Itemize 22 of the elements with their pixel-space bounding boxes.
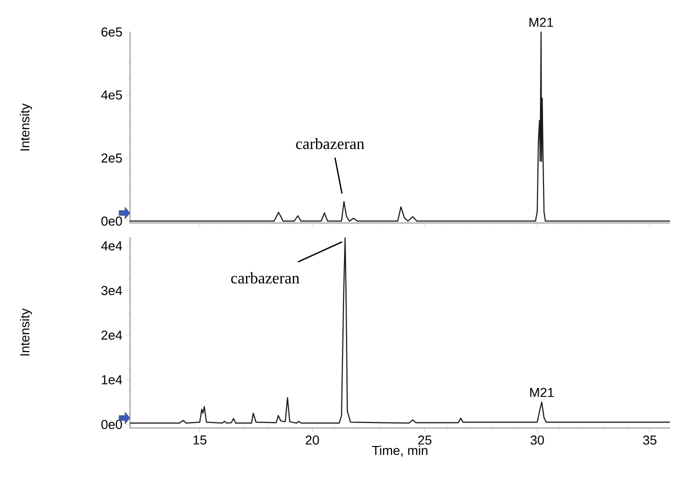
- y-tick-label: 3e4: [101, 286, 122, 296]
- y-axis-title: Intensity: [20, 308, 32, 356]
- y-tick-label: 2e5: [102, 153, 122, 163]
- y-tick-label: 0e0: [101, 216, 122, 226]
- y-tick-label: 2e4: [102, 330, 122, 340]
- y-tick-label: 1e4: [102, 375, 122, 384]
- x-tick-label: 35: [643, 436, 656, 445]
- x-tick-label: 25: [418, 436, 432, 445]
- y-tick-label: 6e5: [102, 27, 122, 37]
- y-tick-label: 0e0: [101, 420, 122, 430]
- annotation: M21: [530, 18, 554, 27]
- x-tick-label: 15: [194, 436, 206, 445]
- annotation: carbazeran: [231, 272, 300, 284]
- annotation: carbazeran: [296, 138, 364, 150]
- y-tick-label: 4e5: [101, 90, 122, 100]
- x-tick-label: 30: [530, 436, 544, 445]
- line-series: [129, 31, 671, 222]
- x-axis-title: Time, min: [372, 446, 428, 457]
- annotation: M21: [530, 388, 554, 397]
- y-axis-title: Intensity: [20, 103, 32, 150]
- y-tick-label: 4e4: [101, 241, 122, 250]
- x-tick-label: 20: [306, 436, 319, 445]
